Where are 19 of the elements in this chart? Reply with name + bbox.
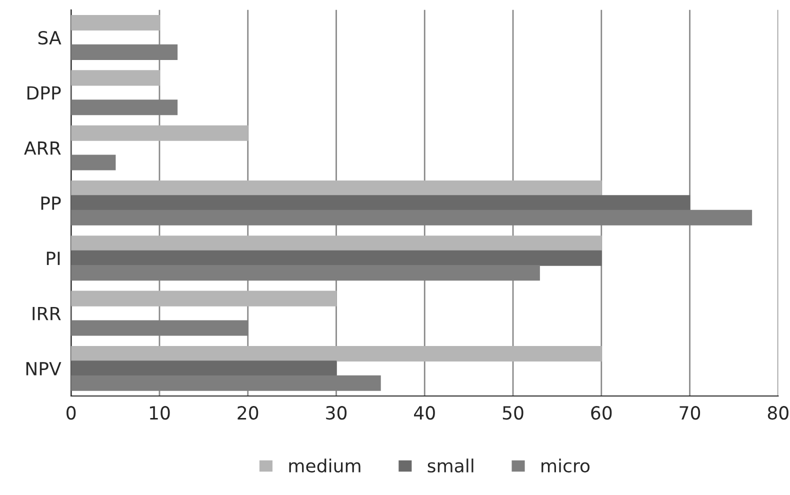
legend-label: small [428, 458, 474, 473]
x-tick-label: 40 [414, 406, 435, 420]
legend-label: medium [289, 458, 360, 473]
x-tick-label: 60 [591, 406, 612, 420]
y-tick-label: PP [41, 196, 61, 210]
x-tick-label: 10 [150, 406, 170, 420]
x-tick-label: 0 [66, 406, 76, 420]
y-tick-label: SA [38, 30, 62, 45]
legend-label: micro [542, 458, 590, 473]
x-tick-label: 50 [502, 406, 524, 420]
x-tick-label: 70 [680, 406, 700, 420]
y-tick-label: NPV [26, 362, 62, 376]
y-tick-label: ARR [24, 141, 61, 155]
x-tick-label: 30 [326, 406, 347, 420]
y-tick-label: DPP [27, 86, 61, 100]
y-tick-label: PI [46, 252, 60, 265]
x-tick-label: 80 [768, 406, 788, 420]
x-tick-label: 20 [238, 406, 258, 420]
y-tick-label: IRR [32, 306, 61, 320]
